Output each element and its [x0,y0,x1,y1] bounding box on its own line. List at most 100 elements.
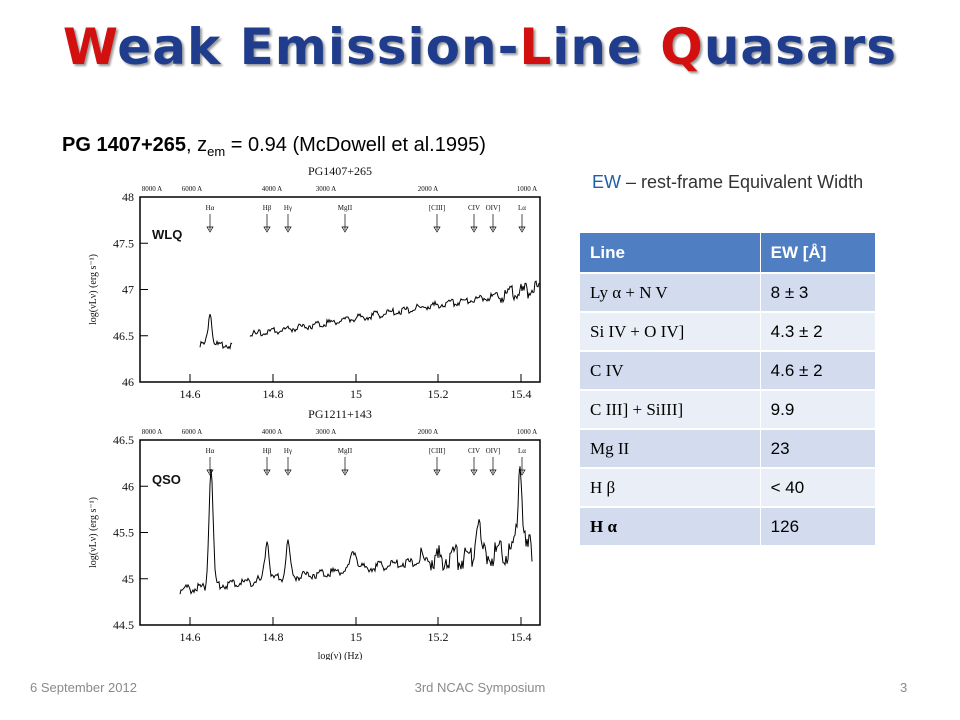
line-marker: MgII [338,447,353,455]
table-cell: Si IV + O IV] [580,311,761,351]
abbr: EW [592,172,621,192]
line-marker: CIV [468,447,480,455]
marker-head [518,226,526,233]
marker-head [341,226,349,233]
line-marker: Lα [518,447,526,455]
object: PG 1407+265 [62,134,186,156]
title-part: uasars [703,18,898,76]
y-axis-label: log(νLν) (erg s⁻¹) [88,254,99,325]
text: , z [186,134,208,156]
footer-page: 3 [900,680,908,695]
line-marker: Hβ [263,447,272,455]
line-marker: CIV [468,204,480,212]
wavelength-label: 3000 A [316,428,336,436]
line-marker: Hγ [284,447,292,455]
title-part: L [519,18,553,76]
table-cell: 8 ± 3 [760,272,877,312]
figure-label: QSO [152,472,181,487]
spectrum [199,280,541,350]
x-tick-label: 15 [350,387,362,401]
y-tick-label: 46.5 [113,329,134,343]
y-tick-label: 45.5 [113,526,134,540]
table-cell: < 40 [760,467,877,507]
table-cell: C III] + SiIII] [580,389,761,429]
wavelength-label: 4000 A [262,185,282,193]
x-tick-label: 15.4 [511,630,532,644]
title-part: eak Emission- [117,18,520,76]
table-cell: 126 [760,506,877,545]
wavelength-label: 8000 A [142,185,162,193]
figure-label: WLQ [152,227,182,242]
marker-head [433,469,441,476]
line-marker: [CIII] [429,204,445,212]
line-marker: OIV] [486,204,501,212]
subscript: em [207,144,226,159]
wavelength-label: 1000 A [517,428,537,436]
title-part: W [62,18,118,76]
y-tick-label: 47.5 [113,236,134,250]
marker-head [263,469,271,476]
line-marker: Lα [518,204,526,212]
table-cell: Mg II [580,428,761,468]
marker-head [284,226,292,233]
wavelength-label: 2000 A [418,185,438,193]
plot-frame [139,196,541,383]
x-tick-label: 14.6 [180,630,201,644]
y-tick-label: 46 [122,479,134,493]
table-cell: H β [580,467,761,507]
footer-date: 6 September 2012 [30,680,137,695]
x-tick-label: 14.8 [263,387,284,401]
line-marker: Hβ [263,204,272,212]
table-cell: 4.3 ± 2 [760,311,877,351]
x-tick-label: 14.8 [263,630,284,644]
marker-head [470,226,478,233]
line-marker: Hα [206,447,215,455]
text: = 0.94 (McDowell et al.1995) [225,134,486,156]
spectrum [179,466,533,595]
line-marker: [CIII] [429,447,445,455]
table-cell: 4.6 ± 2 [760,350,877,390]
y-tick-label: 45 [122,572,134,586]
wavelength-label: 8000 A [142,428,162,436]
table-row: Mg II 23 [580,428,877,468]
x-tick-label: 14.6 [180,387,201,401]
marker-head [263,226,271,233]
line-marker: OIV] [486,447,501,455]
table-cell: 23 [760,428,877,468]
y-axis-label: log(νLν) (erg s⁻¹) [88,497,99,568]
figure-title: PG1211+143 [308,407,372,421]
table-cell: H α [580,506,761,545]
header-cell: EW [Å] [760,233,877,273]
ew-note: EW – rest-frame Equivalent Width [592,172,863,193]
footer-event: 3rd NCAC Symposium [414,680,546,695]
figures: PG1407+265 WLQ 48 47.5 47 46.5 46 14.6 14.8 15 15.… [88,164,541,660]
line-marker: Hγ [284,204,292,212]
table-row: C IV 4.6 ± 2 [580,350,877,390]
wavelength-label: 1000 A [517,185,537,193]
table-cell: 9.9 [760,389,877,429]
title: Weak Emission-Line Quasars [0,18,960,76]
marker-head [341,469,349,476]
table-row: H α 126 [580,506,877,545]
table-row: Si IV + O IV] 4.3 ± 2 [580,311,877,351]
y-tick-label: 46.5 [113,433,134,447]
table-cell: Ly α + N V [580,272,761,312]
plot-frame [139,439,541,626]
y-tick-label: 47 [122,283,134,297]
marker-head [489,469,497,476]
title-part: Q [660,18,704,76]
wavelength-label: 2000 A [418,428,438,436]
y-tick-label: 48 [122,190,134,204]
marker-head [433,226,441,233]
marker-head [470,469,478,476]
x-tick-label: 15.2 [428,387,449,401]
wavelength-label: 4000 A [262,428,282,436]
table-cell: C IV [580,350,761,390]
wavelength-label: 6000 A [182,185,202,193]
x-tick-label: 15.4 [511,387,532,401]
title-part: ine [552,18,661,76]
header-cell: Line [580,233,761,273]
